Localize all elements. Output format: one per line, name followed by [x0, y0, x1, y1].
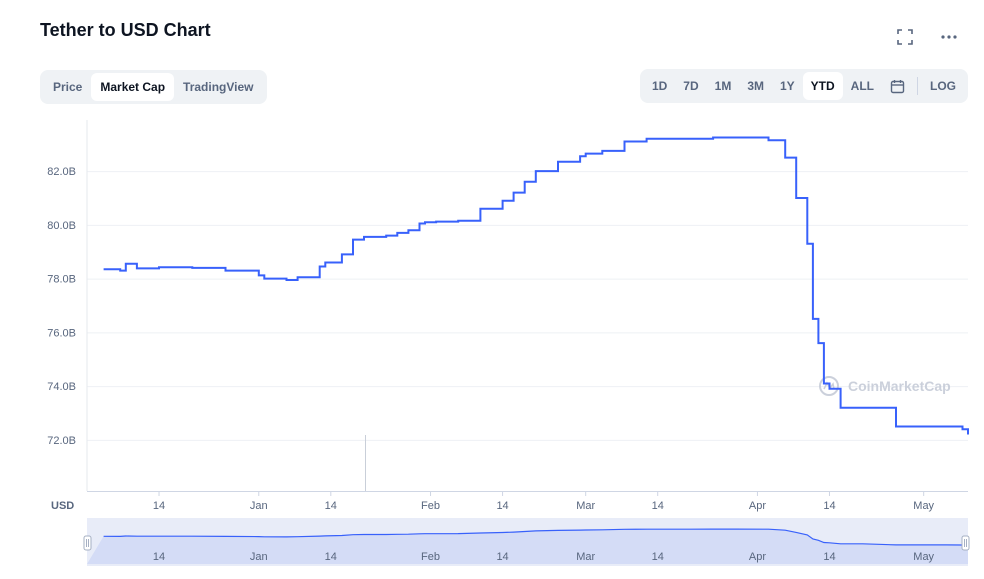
navigator-line — [103, 528, 969, 546]
navigator-tick-label: 14 — [652, 551, 664, 563]
x-tick-label: Mar — [576, 500, 595, 512]
x-tick-label: 14 — [325, 500, 337, 512]
x-tick-label: Jan — [250, 500, 268, 512]
y-tick-labels: 72.0B 74.0B 76.0B 78.0B 80.0B 82.0B — [47, 166, 76, 447]
calendar-icon[interactable] — [882, 72, 913, 100]
navigator-tick-label: Mar — [576, 551, 595, 563]
chart-type-tabs: Price Market Cap TradingView — [40, 70, 267, 104]
range-navigator: 14 Jan 14 Feb 14 Mar 14 Apr 14 May — [83, 518, 970, 566]
y-axis-unit-label: USD — [51, 500, 74, 512]
range-ytd-button[interactable]: YTD — [802, 72, 843, 100]
log-scale-button[interactable]: LOG — [930, 79, 956, 93]
navigator-right-handle[interactable] — [961, 535, 970, 551]
time-range-selector: 1D 7D 1M 3M 1Y YTD ALL LOG — [639, 69, 968, 103]
x-tick-label: May — [913, 500, 934, 512]
tab-tradingview[interactable]: TradingView — [183, 80, 254, 94]
fullscreen-icon[interactable] — [894, 26, 916, 48]
y-tick-label: 76.0B — [47, 327, 76, 339]
x-tick-label: 14 — [496, 500, 508, 512]
navigator-left-handle[interactable] — [83, 535, 92, 551]
more-options-icon[interactable] — [938, 26, 960, 48]
range-1m-button[interactable]: 1M — [714, 79, 732, 93]
navigator-tick-labels: 14 Jan 14 Feb 14 Mar 14 Apr 14 May — [153, 551, 935, 563]
navigator-tick-label: 14 — [823, 551, 835, 563]
top-icons — [894, 26, 960, 48]
navigator-tick-label: Jan — [250, 551, 268, 563]
y-tick-label: 82.0B — [47, 166, 76, 178]
page-title: Tether to USD Chart — [40, 20, 211, 40]
coinmarketcap-logo-icon — [819, 376, 839, 396]
divider — [917, 77, 918, 95]
watermark-text: CoinMarketCap — [848, 378, 951, 394]
navigator-tick-label: 14 — [153, 551, 165, 563]
range-7d-button[interactable]: 7D — [683, 79, 699, 93]
y-tick-label: 80.0B — [47, 220, 76, 232]
navigator-tick-label: Apr — [749, 551, 766, 563]
x-tick-label: 14 — [652, 500, 664, 512]
x-tick-label: 14 — [153, 500, 165, 512]
range-all-button[interactable]: ALL — [850, 79, 874, 93]
navigator-tick-label: Feb — [421, 551, 440, 563]
y-tick-label: 78.0B — [47, 274, 76, 286]
x-tick-labels: 14 Jan 14 Feb 14 Mar 14 Apr 14 May — [153, 491, 935, 512]
x-tick-label: Apr — [749, 500, 766, 512]
y-tick-label: 74.0B — [47, 381, 76, 393]
range-1y-button[interactable]: 1Y — [779, 79, 795, 93]
navigator-area — [87, 529, 968, 564]
navigator-tick-label: 14 — [325, 551, 337, 563]
range-1d-button[interactable]: 1D — [651, 79, 668, 93]
y-tick-label: 72.0B — [47, 435, 76, 447]
navigator-tick-label: 14 — [496, 551, 508, 563]
x-tick-label: Feb — [421, 500, 440, 512]
grid-lines — [87, 171, 968, 441]
tab-market-cap[interactable]: Market Cap — [91, 73, 175, 101]
market-cap-series-line — [103, 136, 969, 435]
navigator-tick-label: May — [913, 551, 934, 563]
x-tick-label: 14 — [823, 500, 835, 512]
range-3m-button[interactable]: 3M — [747, 79, 764, 93]
tab-price[interactable]: Price — [53, 80, 83, 94]
